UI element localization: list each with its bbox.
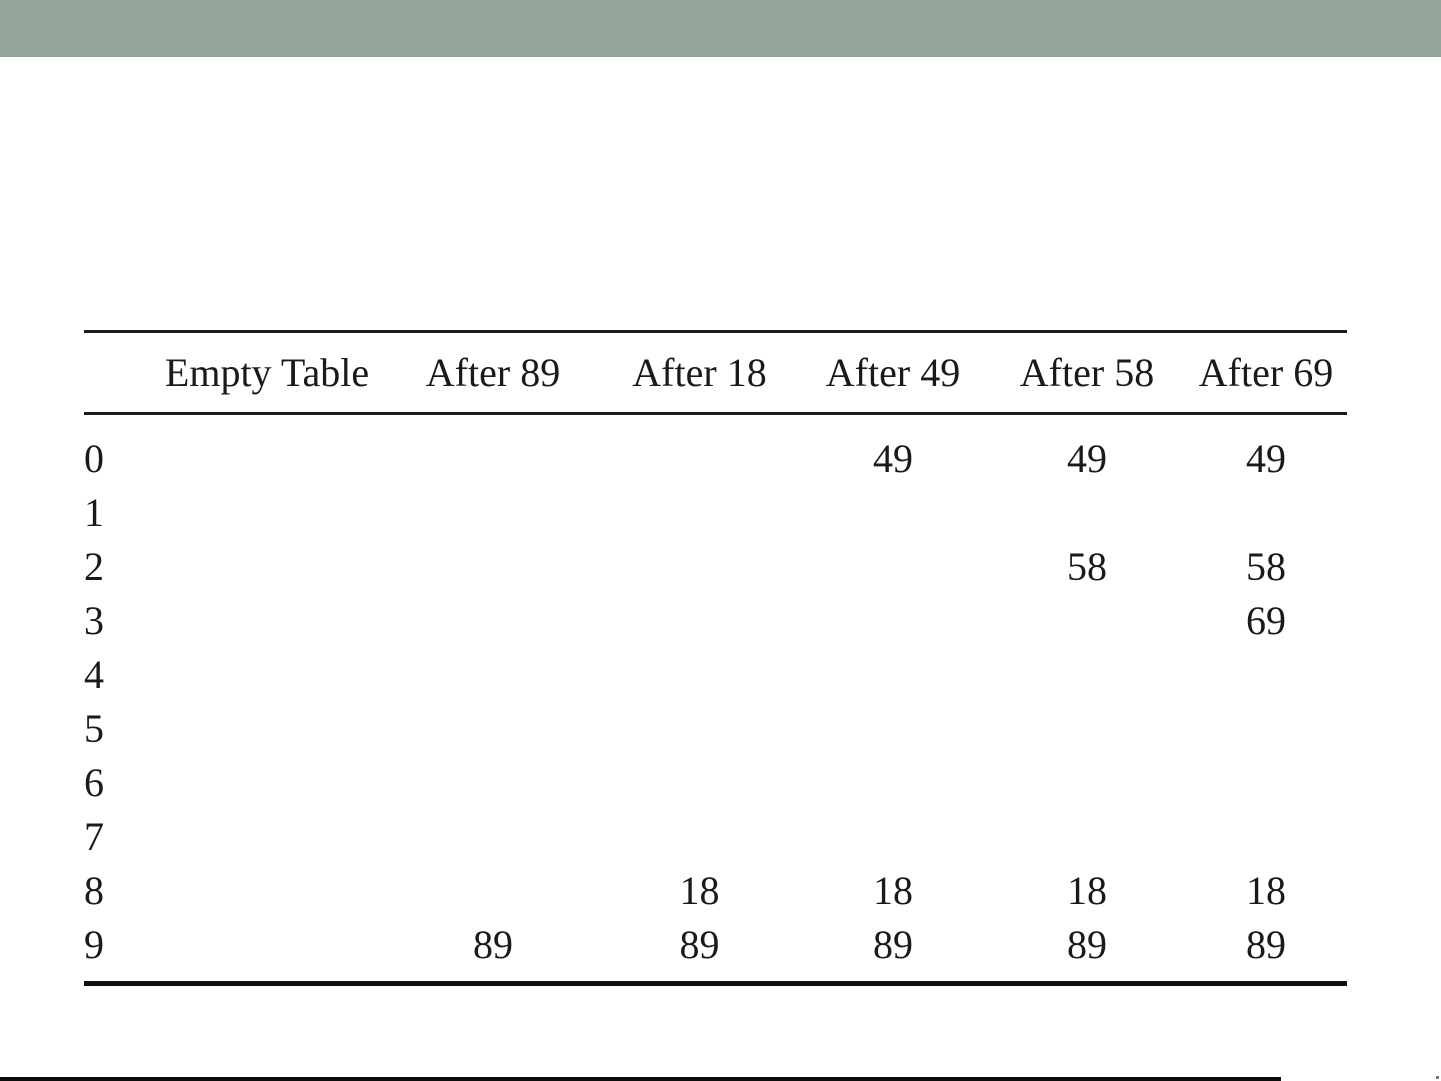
table-cell [989,702,1185,756]
table-cell: 49 [1246,436,1286,481]
table-row: 8 18 18 18 18 [84,864,1347,918]
table-cell [797,756,989,810]
slide-footer-bar [0,1077,1281,1081]
row-index-label: 6 [84,760,104,805]
table-cell [602,540,797,594]
table-cell: 89 [873,922,913,967]
table-cell [1185,810,1347,864]
table-cell [150,540,384,594]
column-header-index [84,331,150,415]
table-cell: 18 [873,868,913,913]
table-cell [150,702,384,756]
column-header-after-89: After 89 [384,331,602,415]
table-cell [989,756,1185,810]
table-cell [797,648,989,702]
table-cell [384,756,602,810]
row-index-label: 1 [84,490,104,535]
row-index-label: 7 [84,814,104,859]
table-cell [384,702,602,756]
table-cell: 58 [1246,544,1286,589]
table-row: 4 [84,648,1347,702]
table-cell [150,864,384,918]
table-cell [384,810,602,864]
table-cell [602,810,797,864]
table-cell [384,594,602,648]
column-header-empty-table: Empty Table [150,331,384,415]
table-cell [150,648,384,702]
table-cell [1185,648,1347,702]
table-cell [150,594,384,648]
table-cell [602,648,797,702]
table-cell: 18 [1067,868,1107,913]
hash-table: Empty Table After 89 After 18 After 49 A… [84,330,1347,986]
table-cell: 89 [679,922,720,967]
table-cell [602,486,797,540]
table-cell [602,414,797,487]
row-index-label: 3 [84,598,104,643]
table-cell: 58 [1067,544,1107,589]
table-cell [1185,702,1347,756]
table-cell: 49 [873,436,913,481]
table-cell: 18 [1246,868,1286,913]
table-cell [384,414,602,487]
table-cell: 89 [1246,922,1286,967]
header-row: Empty Table After 89 After 18 After 49 A… [84,331,1347,415]
table-cell [797,540,989,594]
table-row: 0 49 49 49 [84,414,1347,487]
table-cell [150,414,384,487]
table-cell [150,810,384,864]
table-cell [150,756,384,810]
table-cell [384,486,602,540]
hash-table-body: 0 49 49 49 1 2 58 58 3 69 4 5 6 7 8 18 18 18 18 9 89 89 89 89 89 [84,414,1347,984]
table-row: 6 [84,756,1347,810]
table-cell [989,648,1185,702]
table-row: 5 [84,702,1347,756]
table-cell [384,648,602,702]
table-cell [602,594,797,648]
column-header-after-18: After 18 [602,331,797,415]
column-header-after-49: After 49 [797,331,989,415]
table-cell [989,486,1185,540]
table-row: 9 89 89 89 89 89 [84,918,1347,984]
hash-table-header: Empty Table After 89 After 18 After 49 A… [84,331,1347,415]
table-cell [797,594,989,648]
table-row: 1 [84,486,1347,540]
table-cell: 18 [679,868,720,913]
table-cell [150,918,384,984]
table-cell [989,810,1185,864]
table-cell: 89 [473,922,513,967]
table-cell [797,486,989,540]
table-cell [1185,756,1347,810]
table-cell [602,756,797,810]
row-index-label: 9 [84,922,104,967]
table-cell [797,810,989,864]
table-cell [150,486,384,540]
table-cell [989,594,1185,648]
column-header-after-58: After 58 [989,331,1185,415]
slide-header-bar [0,0,1441,57]
column-header-after-69: After 69 [1185,331,1347,415]
table-cell [384,864,602,918]
corner-speck [1436,1076,1439,1079]
row-index-label: 4 [84,652,104,697]
table-cell: 69 [1246,598,1286,643]
row-index-label: 2 [84,544,104,589]
row-index-label: 0 [84,436,104,481]
table-cell [384,540,602,594]
row-index-label: 8 [84,868,104,913]
table-row: 7 [84,810,1347,864]
table-row: 2 58 58 [84,540,1347,594]
table-cell [602,702,797,756]
row-index-label: 5 [84,706,104,751]
table-row: 3 69 [84,594,1347,648]
table-cell: 89 [1067,922,1107,967]
table-cell [1185,486,1347,540]
table-cell: 49 [1067,436,1107,481]
table-cell [797,702,989,756]
